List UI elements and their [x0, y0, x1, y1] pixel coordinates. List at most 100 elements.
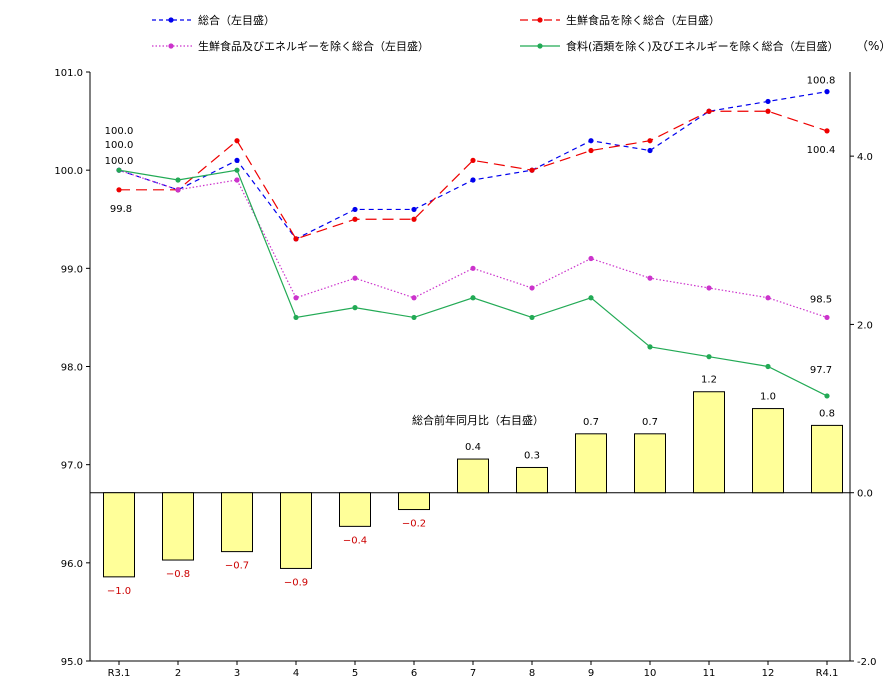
- legend-swatch-marker-1: [168, 17, 174, 23]
- yoy-bar-label: −0.2: [402, 519, 426, 530]
- yoy-bar-label: 0.7: [642, 417, 658, 428]
- series-marker-3: [647, 275, 653, 281]
- series-marker-4: [470, 295, 476, 301]
- yoy-bar-label: −0.7: [225, 561, 249, 572]
- series-marker-1: [411, 206, 417, 213]
- series-marker-1: [647, 147, 653, 154]
- series-marker-3: [824, 314, 830, 321]
- yoy-bar-label: −0.9: [284, 577, 308, 588]
- legend-swatch-marker-2: [537, 17, 543, 23]
- x-tick-label: 11: [703, 668, 716, 679]
- series-marker-4: [175, 177, 181, 183]
- x-tick-label: R4.1: [816, 668, 839, 679]
- yoy-bar-label: 0.3: [524, 450, 540, 461]
- series-marker-3: [293, 295, 299, 301]
- x-tick-label: 5: [352, 668, 358, 679]
- series-marker-1: [588, 138, 594, 144]
- right-tick-label: 2.0: [857, 320, 873, 331]
- yoy-bar: [811, 424, 843, 494]
- series-marker-2: [588, 147, 594, 154]
- series-marker-4: [234, 167, 240, 173]
- series-marker-2: [706, 108, 712, 114]
- right-tick-label: -2.0: [857, 657, 877, 668]
- left-tick-label: 95.0: [61, 657, 83, 668]
- line-label-start-top: 100.0: [105, 126, 134, 137]
- yoy-bar: [575, 433, 607, 494]
- series-marker-3: [411, 295, 417, 301]
- lines: [116, 89, 830, 399]
- x-tick-label: 10: [644, 668, 657, 679]
- yoy-bar-label: 1.0: [760, 392, 776, 403]
- series-marker-2: [765, 108, 771, 114]
- series-marker-4: [824, 393, 830, 399]
- yoy-bar: [280, 492, 312, 569]
- x-tick-label: 9: [588, 668, 594, 679]
- yoy-bar-label: −0.8: [166, 569, 190, 580]
- data-labels: −1.0 −0.8 −0.7 −0.9 −0.4 −0.2 0.4 0.3 0.7 0.7 1.2 1…: [105, 76, 836, 597]
- line-label-start-low: 100.0: [105, 156, 134, 167]
- series-marker-3: [175, 187, 181, 193]
- series-marker-3: [588, 255, 594, 262]
- line-label-start-mid: 100.0: [105, 140, 134, 151]
- legend: 総合（左目盛） 生鮮食品を除く総合（左目盛） 生鮮食品及びエネルギーを除く総合（…: [152, 13, 839, 53]
- x-tick-label: 2: [175, 668, 181, 679]
- yoy-bar: [398, 492, 430, 511]
- series-marker-1: [824, 89, 830, 95]
- legend-label-4: 食料(酒類を除く)及びエネルギーを除く総合（左目盛）: [566, 39, 839, 53]
- series-marker-1: [765, 98, 771, 105]
- series-marker-4: [588, 295, 594, 301]
- yoy-bar: [693, 391, 725, 494]
- series-marker-2: [234, 138, 240, 144]
- series-marker-1: [352, 206, 358, 213]
- left-tick-label: 100.0: [54, 166, 83, 177]
- series-marker-1: [234, 157, 240, 163]
- left-tick-label: 97.0: [61, 461, 83, 472]
- series-line-1: [118, 91, 828, 240]
- yoy-bar-label: 0.8: [819, 408, 835, 419]
- series-marker-4: [411, 314, 417, 321]
- left-tick-label: 98.0: [61, 363, 83, 374]
- x-tick-label: 12: [762, 668, 775, 679]
- series-marker-2: [293, 236, 299, 242]
- x-tick-label: 8: [529, 668, 535, 679]
- series-marker-4: [293, 314, 299, 321]
- bars: [103, 391, 843, 578]
- yoy-bar-label: 0.4: [465, 442, 481, 453]
- series-marker-2: [529, 167, 535, 173]
- axes: 95.096.097.098.099.0100.0101.0-2.00.02.0…: [54, 68, 876, 679]
- yoy-bar: [516, 466, 548, 494]
- yoy-bar: [752, 408, 784, 494]
- yoy-bar-label: −0.4: [343, 535, 367, 546]
- left-tick-label: 99.0: [61, 264, 83, 275]
- series-line-2: [119, 110, 828, 240]
- yoy-bar: [634, 433, 666, 494]
- right-axis-unit-label: （%）: [856, 39, 891, 53]
- line-label-end-green: 97.7: [810, 365, 832, 376]
- series-marker-4: [116, 167, 122, 173]
- series-marker-3: [234, 177, 240, 183]
- series-marker-2: [824, 128, 830, 134]
- left-tick-label: 101.0: [54, 68, 83, 79]
- x-tick-label: 7: [470, 668, 476, 679]
- series-marker-2: [470, 157, 476, 163]
- x-tick-label: 6: [411, 668, 417, 679]
- line-label-start-red: 99.8: [110, 204, 132, 215]
- left-tick-label: 96.0: [61, 559, 83, 570]
- yoy-bar: [457, 458, 489, 494]
- yoy-bar-label: 1.2: [701, 375, 717, 386]
- series-marker-2: [352, 216, 358, 222]
- legend-swatch-marker-4: [537, 43, 543, 49]
- right-tick-label: 4.0: [857, 152, 873, 163]
- legend-label-2: 生鮮食品を除く総合（左目盛）: [566, 13, 720, 27]
- series-marker-2: [647, 138, 653, 144]
- series-marker-3: [765, 295, 771, 301]
- series-marker-4: [352, 305, 358, 311]
- series-marker-4: [529, 314, 535, 321]
- series-marker-3: [352, 275, 358, 281]
- yoy-bar-label: 0.7: [583, 417, 599, 428]
- yoy-bar: [221, 492, 253, 553]
- line-label-end-blue: 100.8: [807, 76, 836, 87]
- bar-series-title: 総合前年同月比（右目盛）: [412, 413, 544, 427]
- x-tick-label: R3.1: [108, 668, 131, 679]
